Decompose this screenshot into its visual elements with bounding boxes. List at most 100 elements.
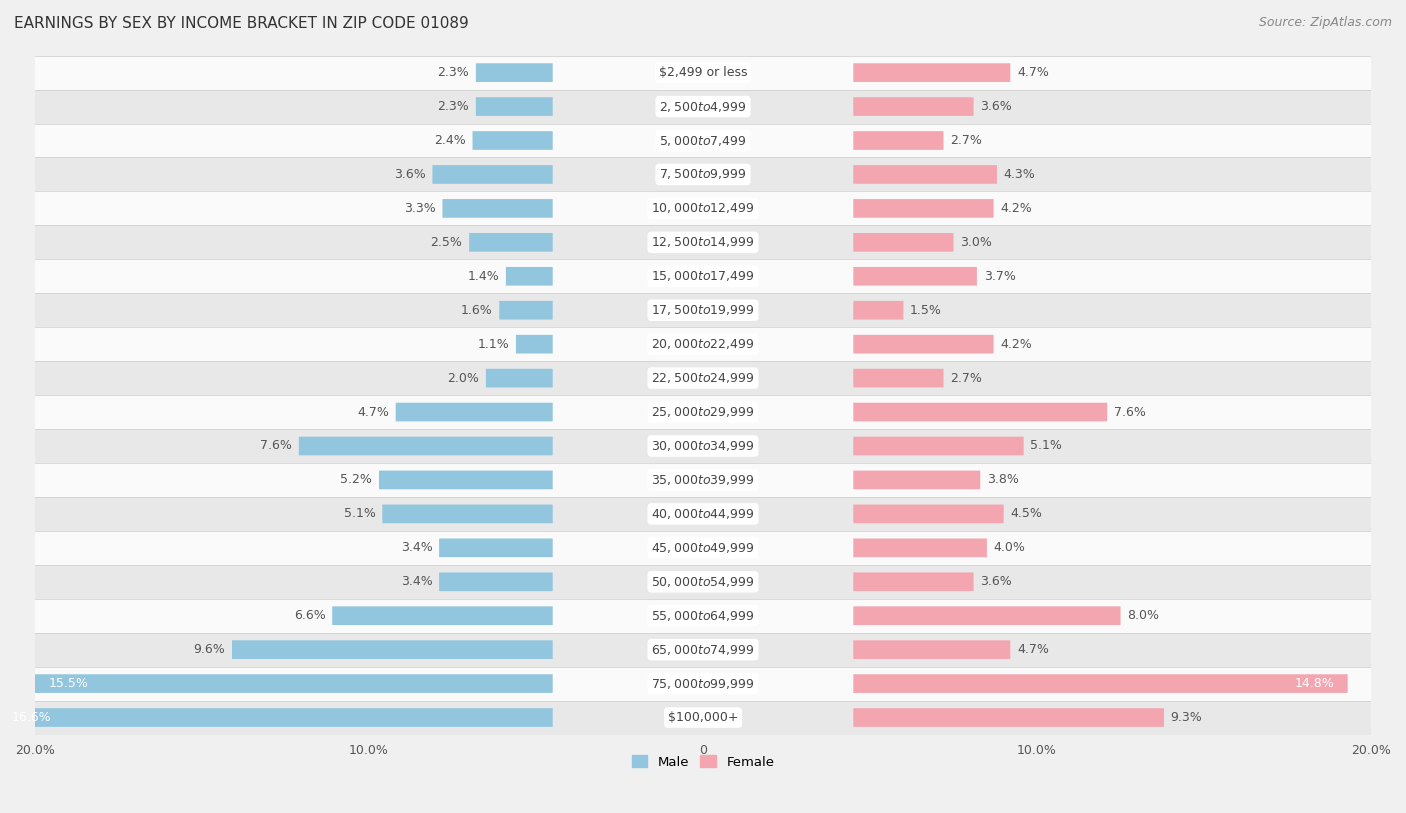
Text: $30,000 to $34,999: $30,000 to $34,999 [651,439,755,453]
Text: 7.6%: 7.6% [1114,406,1146,419]
Text: $75,000 to $99,999: $75,000 to $99,999 [651,676,755,690]
FancyBboxPatch shape [853,369,943,388]
FancyBboxPatch shape [499,301,553,320]
Text: 4.5%: 4.5% [1011,507,1042,520]
Text: $20,000 to $22,499: $20,000 to $22,499 [651,337,755,351]
FancyBboxPatch shape [35,158,1371,191]
FancyBboxPatch shape [382,505,553,524]
FancyBboxPatch shape [35,293,1371,327]
Text: $100,000+: $100,000+ [668,711,738,724]
FancyBboxPatch shape [35,633,1371,667]
FancyBboxPatch shape [472,131,553,150]
Text: 4.2%: 4.2% [1000,202,1032,215]
Text: $5,000 to $7,499: $5,000 to $7,499 [659,133,747,147]
Text: 2.3%: 2.3% [437,66,470,79]
Text: $12,500 to $14,999: $12,500 to $14,999 [651,235,755,250]
Text: 4.7%: 4.7% [1017,643,1049,656]
FancyBboxPatch shape [439,538,553,557]
Text: 1.1%: 1.1% [478,337,509,350]
Text: $25,000 to $29,999: $25,000 to $29,999 [651,405,755,419]
Text: $10,000 to $12,499: $10,000 to $12,499 [651,202,755,215]
Text: 3.6%: 3.6% [394,168,426,181]
Text: Source: ZipAtlas.com: Source: ZipAtlas.com [1258,16,1392,29]
FancyBboxPatch shape [853,641,1011,659]
Text: 2.7%: 2.7% [950,372,981,385]
Text: 3.8%: 3.8% [987,473,1019,486]
Text: 3.6%: 3.6% [980,576,1012,589]
FancyBboxPatch shape [232,641,553,659]
FancyBboxPatch shape [475,98,553,116]
FancyBboxPatch shape [380,471,553,489]
Text: 4.3%: 4.3% [1004,168,1035,181]
FancyBboxPatch shape [35,327,1371,361]
FancyBboxPatch shape [853,505,1004,524]
Text: $7,500 to $9,999: $7,500 to $9,999 [659,167,747,181]
Text: 5.1%: 5.1% [344,507,375,520]
Text: $22,500 to $24,999: $22,500 to $24,999 [651,371,755,385]
FancyBboxPatch shape [475,63,553,82]
FancyBboxPatch shape [853,63,1011,82]
FancyBboxPatch shape [35,667,1371,701]
Text: $65,000 to $74,999: $65,000 to $74,999 [651,642,755,657]
Text: 2.3%: 2.3% [437,100,470,113]
Text: EARNINGS BY SEX BY INCOME BRACKET IN ZIP CODE 01089: EARNINGS BY SEX BY INCOME BRACKET IN ZIP… [14,16,468,31]
FancyBboxPatch shape [35,191,1371,225]
Text: 2.5%: 2.5% [430,236,463,249]
FancyBboxPatch shape [35,124,1371,158]
Text: $55,000 to $64,999: $55,000 to $64,999 [651,609,755,623]
Text: $35,000 to $39,999: $35,000 to $39,999 [651,473,755,487]
FancyBboxPatch shape [853,572,973,591]
FancyBboxPatch shape [470,233,553,252]
Text: 4.7%: 4.7% [357,406,389,419]
FancyBboxPatch shape [486,369,553,388]
Text: 3.4%: 3.4% [401,576,433,589]
Text: 3.0%: 3.0% [960,236,993,249]
FancyBboxPatch shape [443,199,553,218]
Text: 16.6%: 16.6% [11,711,51,724]
Text: 4.7%: 4.7% [1017,66,1049,79]
Text: $50,000 to $54,999: $50,000 to $54,999 [651,575,755,589]
Text: 9.6%: 9.6% [194,643,225,656]
FancyBboxPatch shape [853,471,980,489]
Text: $40,000 to $44,999: $40,000 to $44,999 [651,506,755,521]
Text: $45,000 to $49,999: $45,000 to $49,999 [651,541,755,554]
FancyBboxPatch shape [35,598,1371,633]
FancyBboxPatch shape [853,335,994,354]
FancyBboxPatch shape [853,131,943,150]
FancyBboxPatch shape [439,572,553,591]
Text: 4.2%: 4.2% [1000,337,1032,350]
FancyBboxPatch shape [299,437,553,455]
FancyBboxPatch shape [35,225,1371,259]
FancyBboxPatch shape [853,538,987,557]
Text: 2.0%: 2.0% [447,372,479,385]
FancyBboxPatch shape [506,267,553,285]
Text: $17,500 to $19,999: $17,500 to $19,999 [651,303,755,317]
FancyBboxPatch shape [853,708,1164,727]
FancyBboxPatch shape [853,267,977,285]
FancyBboxPatch shape [853,606,1121,625]
Text: 15.5%: 15.5% [48,677,89,690]
Text: 2.4%: 2.4% [434,134,465,147]
Text: 3.3%: 3.3% [404,202,436,215]
Text: 1.4%: 1.4% [467,270,499,283]
FancyBboxPatch shape [853,674,1348,693]
FancyBboxPatch shape [853,402,1107,421]
Text: 2.7%: 2.7% [950,134,981,147]
Text: 3.6%: 3.6% [980,100,1012,113]
Legend: Male, Female: Male, Female [631,755,775,768]
FancyBboxPatch shape [35,674,553,693]
FancyBboxPatch shape [35,259,1371,293]
Text: 9.3%: 9.3% [1171,711,1202,724]
FancyBboxPatch shape [853,301,904,320]
FancyBboxPatch shape [35,565,1371,598]
FancyBboxPatch shape [853,98,973,116]
Text: $2,500 to $4,999: $2,500 to $4,999 [659,99,747,114]
FancyBboxPatch shape [35,429,1371,463]
Text: 3.4%: 3.4% [401,541,433,554]
FancyBboxPatch shape [395,402,553,421]
FancyBboxPatch shape [35,55,1371,89]
Text: 3.7%: 3.7% [984,270,1015,283]
Text: 5.1%: 5.1% [1031,440,1062,453]
FancyBboxPatch shape [35,89,1371,124]
FancyBboxPatch shape [35,497,1371,531]
